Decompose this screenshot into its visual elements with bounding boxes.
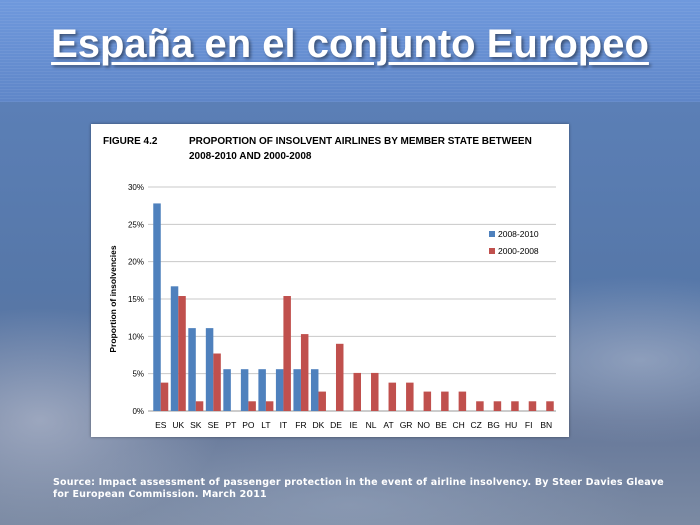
bar-2000-2008-BG bbox=[493, 401, 502, 411]
x-tick-label: DE bbox=[330, 420, 342, 430]
legend-label: 2000-2008 bbox=[498, 246, 539, 256]
x-tick-label: FR bbox=[295, 420, 306, 430]
bar-2000-2008-NO bbox=[423, 391, 432, 411]
slide-title: España en el conjunto Europeo bbox=[51, 22, 649, 66]
bar-2000-2008-IE bbox=[353, 372, 361, 411]
bar-2000-2008-HU bbox=[511, 401, 519, 411]
bar-2008-2010-FR bbox=[293, 369, 301, 411]
bar-2008-2010-LT bbox=[258, 369, 266, 411]
bar-2000-2008-UK bbox=[178, 296, 186, 411]
legend-swatch bbox=[489, 248, 495, 254]
figure-label: FIGURE 4.2 bbox=[103, 136, 158, 147]
y-tick-label: 25% bbox=[128, 220, 144, 229]
x-tick-label: GR bbox=[400, 420, 413, 430]
x-tick-label: FI bbox=[525, 420, 533, 430]
x-tick-label: CZ bbox=[470, 420, 481, 430]
bar-2000-2008-BE bbox=[441, 391, 449, 411]
y-axis-label: Proportion of insolvencies bbox=[108, 245, 118, 352]
bar-2000-2008-FI bbox=[528, 401, 537, 411]
legend-swatch bbox=[489, 231, 495, 237]
bar-2000-2008-GR bbox=[406, 382, 414, 411]
x-tick-label: PT bbox=[225, 420, 236, 430]
x-tick-label: AT bbox=[383, 420, 393, 430]
source-citation: Source: Impact assessment of passenger p… bbox=[53, 477, 664, 500]
y-tick-label: 30% bbox=[128, 183, 144, 192]
legend: 2008-2010 2000-2008 bbox=[489, 229, 539, 256]
x-tick-label: BN bbox=[540, 420, 552, 430]
x-tick-label: NO bbox=[417, 420, 430, 430]
bar-chart: FIGURE 4.2 PROPORTION OF INSOLVENT AIRLI… bbox=[103, 136, 556, 430]
bar-2000-2008-CZ bbox=[476, 401, 484, 411]
bar-2000-2008-IT bbox=[283, 296, 291, 411]
bar-2008-2010-DK bbox=[310, 369, 319, 411]
x-tick-label: SE bbox=[208, 420, 220, 430]
header-band bbox=[0, 0, 700, 102]
bar-2000-2008-PO bbox=[248, 401, 256, 411]
bar-2008-2010-SE bbox=[205, 328, 214, 411]
x-tick-label: SK bbox=[190, 420, 202, 430]
x-tick-label: HU bbox=[505, 420, 517, 430]
bar-2000-2008-NL bbox=[371, 372, 379, 411]
bar-2000-2008-SE bbox=[213, 353, 221, 411]
y-tick-label: 20% bbox=[128, 258, 144, 267]
x-tick-label: CH bbox=[452, 420, 464, 430]
bar-2008-2010-ES bbox=[153, 203, 161, 411]
bar-2000-2008-SK bbox=[195, 401, 204, 411]
bar-2000-2008-DK bbox=[318, 391, 326, 411]
x-tick-label: BE bbox=[435, 420, 447, 430]
x-tick-label: ES bbox=[155, 420, 167, 430]
y-tick-label: 15% bbox=[128, 295, 144, 304]
bar-2008-2010-SK bbox=[188, 328, 196, 411]
chart-panel: FIGURE 4.2 PROPORTION OF INSOLVENT AIRLI… bbox=[91, 124, 569, 437]
chart-title: PROPORTION OF INSOLVENT AIRLINES BY MEMB… bbox=[189, 136, 532, 147]
gridlines: 0% 5% 10% 15% 20% 25% 30% bbox=[128, 183, 556, 416]
y-tick-label: 0% bbox=[132, 407, 144, 416]
x-tick-label: DK bbox=[313, 420, 325, 430]
x-tick-label: IT bbox=[280, 420, 288, 430]
x-tick-label: IE bbox=[349, 420, 357, 430]
bar-2000-2008-FR bbox=[300, 334, 309, 411]
bar-2008-2010-PT bbox=[223, 369, 231, 411]
x-tick-labels: ES UK SK SE PT PO LT IT FR DK DE IE NL AT GR NO BE CH CZ BG… bbox=[155, 420, 552, 430]
bar-2008-2010-PO bbox=[240, 369, 249, 411]
bar-2008-2010-IT bbox=[275, 369, 284, 411]
x-tick-label: PO bbox=[242, 420, 255, 430]
bar-2000-2008-LT bbox=[265, 401, 274, 411]
legend-label: 2008-2010 bbox=[498, 229, 539, 239]
chart-subtitle: 2008-2010 AND 2000-2008 bbox=[189, 151, 312, 162]
bar-2000-2008-DE bbox=[335, 343, 344, 411]
bar-2000-2008-ES bbox=[160, 382, 169, 411]
bar-2008-2010-UK bbox=[170, 286, 179, 411]
bar-2000-2008-BN bbox=[546, 401, 554, 411]
bar-2000-2008-AT bbox=[388, 382, 397, 411]
bar-2000-2008-CH bbox=[458, 391, 467, 411]
y-tick-label: 10% bbox=[128, 332, 144, 341]
x-tick-label: UK bbox=[172, 420, 184, 430]
bars bbox=[153, 203, 554, 411]
x-tick-label: BG bbox=[488, 420, 500, 430]
y-tick-label: 5% bbox=[132, 370, 144, 379]
x-tick-label: NL bbox=[366, 420, 377, 430]
x-tick-label: LT bbox=[261, 420, 270, 430]
